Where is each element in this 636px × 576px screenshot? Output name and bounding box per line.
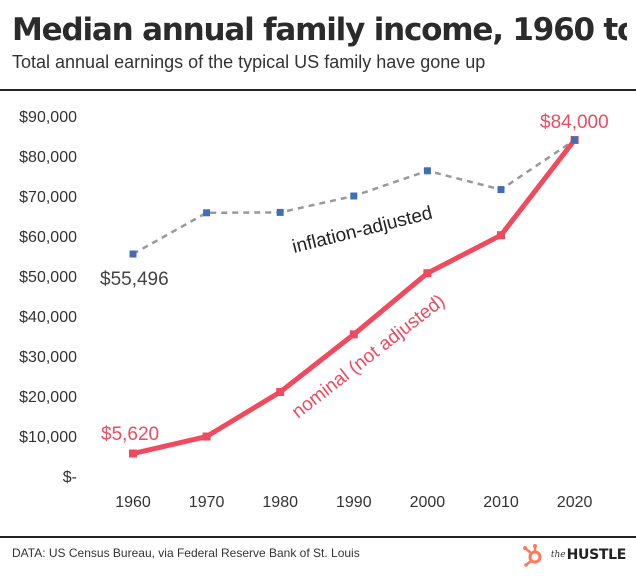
data-point-inflation-adjusted (129, 250, 137, 258)
data-point-inflation-adjusted (350, 192, 358, 200)
y-tick-label: $70,000 (19, 189, 77, 206)
data-point-inflation-adjusted (276, 208, 284, 216)
y-tick-label: $90,000 (19, 109, 77, 126)
brand-text-hustle: HUSTLE (566, 547, 627, 563)
y-tick-label: $60,000 (19, 229, 77, 246)
x-tick-label: 1970 (189, 494, 225, 511)
data-point-nominal (497, 231, 505, 240)
x-tick-label: 2020 (557, 494, 593, 511)
chart-title: Median annual family income, 1960 to 202… (12, 12, 627, 48)
y-tick-label: $40,000 (19, 309, 77, 326)
x-tick-label: 2000 (410, 494, 446, 511)
data-point-inflation-adjusted (497, 186, 505, 194)
bottom-divider (0, 536, 636, 538)
data-point-nominal (202, 432, 211, 441)
data-point-inflation-adjusted (203, 209, 211, 217)
top-divider (0, 89, 636, 91)
data-point-nominal (423, 269, 432, 278)
x-tick-label: 2010 (483, 494, 519, 511)
x-tick-label: 1960 (115, 494, 151, 511)
chart-subtitle: Total annual earnings of the typical US … (12, 52, 486, 72)
x-tick-label: 1980 (262, 494, 298, 511)
y-tick-label: $50,000 (19, 269, 77, 286)
y-tick-label: $20,000 (19, 389, 77, 406)
data-point-nominal (129, 449, 137, 458)
annotation-nominal-1960: $5,620 (101, 424, 159, 445)
data-point-inflation-adjusted (423, 167, 431, 175)
y-tick-label: $80,000 (19, 149, 77, 166)
y-tick-label: $10,000 (19, 429, 77, 446)
line-chart: $- $10,000 $20,000 $30,000 $40,000 $50,000 $60… (19, 109, 609, 511)
series-label-inflation-adjusted: inflation-adjusted (290, 203, 434, 258)
annotation-adjusted-1960: $55,496 (100, 269, 169, 290)
annotation-nominal-2020: $84,000 (540, 112, 609, 133)
data-point-nominal (349, 330, 358, 339)
brand-logo: the HUSTLE (521, 543, 626, 567)
y-tick-label: $- (63, 469, 77, 486)
series-label-nominal: nominal (not adjusted) (288, 291, 449, 423)
series-line-nominal (132, 138, 577, 456)
data-point-inflation-adjusted-2020 (571, 136, 579, 144)
x-tick-label: 1990 (336, 494, 372, 511)
data-source-note: DATA: US Census Bureau, via Federal Rese… (12, 546, 360, 560)
brand-text-the: the (550, 550, 566, 560)
hubspot-sprocket-icon (522, 544, 542, 567)
y-tick-label: $30,000 (19, 349, 77, 366)
data-point-nominal (276, 388, 285, 396)
